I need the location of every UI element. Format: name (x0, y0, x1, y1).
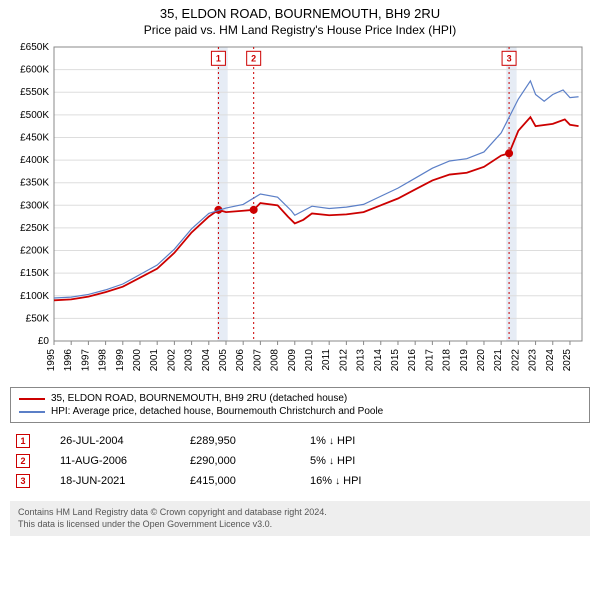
svg-text:2019: 2019 (459, 349, 470, 372)
svg-text:2011: 2011 (321, 349, 332, 371)
svg-text:£400K: £400K (20, 155, 49, 166)
svg-text:2005: 2005 (218, 349, 229, 372)
svg-text:2000: 2000 (132, 349, 143, 372)
svg-text:2002: 2002 (166, 349, 177, 372)
svg-text:1996: 1996 (63, 349, 74, 372)
svg-text:2024: 2024 (545, 349, 556, 372)
line-chart-svg: £0 £50K £100K £150K £200K £250K £300K £350K £400… (10, 41, 590, 381)
svg-text:£300K: £300K (20, 200, 49, 211)
svg-text:2015: 2015 (390, 349, 401, 372)
footer-line2: This data is licensed under the Open Gov… (18, 519, 582, 531)
svg-text:3: 3 (507, 53, 512, 63)
svg-text:2006: 2006 (235, 349, 246, 372)
sales-row: 1 26-JUL-2004£289,9501% ↓ HPI (10, 431, 590, 451)
sales-diff: 1% ↓ HPI (310, 435, 430, 447)
svg-text:£450K: £450K (20, 132, 49, 143)
svg-text:£350K: £350K (20, 178, 49, 189)
svg-text:2003: 2003 (184, 349, 195, 372)
legend-swatch (19, 398, 45, 400)
sales-table: 1 26-JUL-2004£289,9501% ↓ HPI 2 11-AUG-2006… (10, 431, 590, 491)
title-line2: Price paid vs. HM Land Registry's House … (10, 23, 590, 37)
svg-text:£500K: £500K (20, 110, 49, 121)
legend-label: HPI: Average price, detached house, Bour… (51, 406, 383, 417)
sales-date: 18-JUN-2021 (60, 475, 190, 487)
sales-price: £415,000 (190, 475, 310, 487)
svg-text:2001: 2001 (149, 349, 160, 372)
svg-text:2023: 2023 (528, 349, 539, 372)
sales-badge: 3 (16, 474, 30, 488)
svg-text:2020: 2020 (476, 349, 487, 372)
sales-date: 26-JUL-2004 (60, 435, 190, 447)
svg-text:2009: 2009 (287, 349, 298, 372)
svg-text:2022: 2022 (510, 349, 521, 372)
svg-text:1998: 1998 (98, 349, 109, 372)
svg-text:1995: 1995 (46, 349, 57, 372)
svg-text:£650K: £650K (20, 42, 49, 53)
svg-text:2013: 2013 (356, 349, 367, 372)
svg-text:£550K: £550K (20, 87, 49, 98)
svg-text:2025: 2025 (562, 349, 573, 372)
svg-text:£0: £0 (38, 336, 50, 347)
svg-text:£250K: £250K (20, 223, 49, 234)
title-block: 35, ELDON ROAD, BOURNEMOUTH, BH9 2RU Pri… (10, 6, 590, 37)
svg-text:2021: 2021 (493, 349, 504, 372)
sales-diff: 5% ↓ HPI (310, 455, 430, 467)
svg-text:£600K: £600K (20, 65, 49, 76)
sales-row: 3 18-JUN-2021£415,00016% ↓ HPI (10, 471, 590, 491)
sales-price: £290,000 (190, 455, 310, 467)
svg-text:£100K: £100K (20, 291, 49, 302)
svg-text:2016: 2016 (407, 349, 418, 372)
svg-text:2007: 2007 (252, 349, 263, 372)
svg-text:2018: 2018 (442, 349, 453, 372)
sales-date: 11-AUG-2006 (60, 455, 190, 467)
svg-text:2008: 2008 (270, 349, 281, 372)
sales-price: £289,950 (190, 435, 310, 447)
legend-item: 35, ELDON ROAD, BOURNEMOUTH, BH9 2RU (de… (19, 392, 581, 405)
chart-container: 35, ELDON ROAD, BOURNEMOUTH, BH9 2RU Pri… (0, 0, 600, 590)
svg-text:£200K: £200K (20, 246, 49, 257)
sales-badge: 2 (16, 454, 30, 468)
svg-text:2004: 2004 (201, 349, 212, 372)
svg-text:1997: 1997 (80, 349, 91, 372)
svg-text:2014: 2014 (373, 349, 384, 372)
svg-text:2: 2 (251, 53, 256, 63)
svg-text:2017: 2017 (424, 349, 435, 372)
legend-swatch (19, 411, 45, 413)
svg-text:2012: 2012 (338, 349, 349, 372)
title-line1: 35, ELDON ROAD, BOURNEMOUTH, BH9 2RU (10, 6, 590, 21)
svg-text:1999: 1999 (115, 349, 126, 372)
svg-text:£50K: £50K (26, 313, 50, 324)
sales-diff: 16% ↓ HPI (310, 475, 430, 487)
legend-label: 35, ELDON ROAD, BOURNEMOUTH, BH9 2RU (de… (51, 393, 347, 404)
legend: 35, ELDON ROAD, BOURNEMOUTH, BH9 2RU (de… (10, 387, 590, 423)
chart-area: £0 £50K £100K £150K £200K £250K £300K £350K £400… (10, 41, 590, 381)
footer-line1: Contains HM Land Registry data © Crown c… (18, 507, 582, 519)
svg-text:1: 1 (216, 53, 221, 63)
svg-text:£150K: £150K (20, 268, 49, 279)
sales-badge: 1 (16, 434, 30, 448)
legend-item: HPI: Average price, detached house, Bour… (19, 405, 581, 418)
footer-attribution: Contains HM Land Registry data © Crown c… (10, 501, 590, 536)
svg-text:2010: 2010 (304, 349, 315, 372)
sales-row: 2 11-AUG-2006£290,0005% ↓ HPI (10, 451, 590, 471)
